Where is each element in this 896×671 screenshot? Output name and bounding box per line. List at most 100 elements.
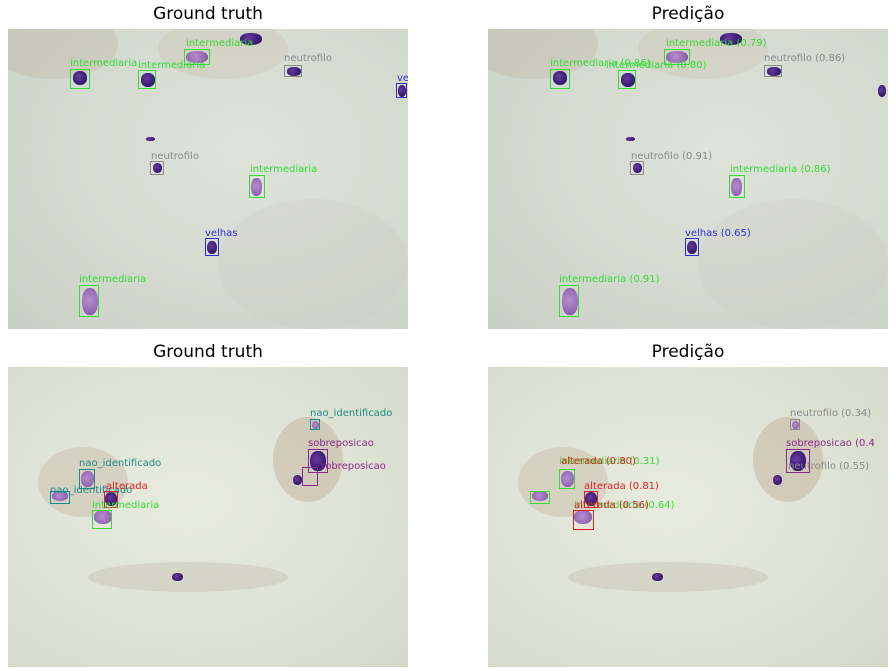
bbox-label: intermediaria (0.80)	[606, 60, 707, 71]
cell	[82, 288, 98, 315]
bbox-label: intermediaria (0.86)	[550, 58, 651, 69]
microscopy-image-bottom-right: neutrofilo (0.34) sobreposicao (0.4 neut…	[488, 367, 888, 667]
cell	[621, 73, 635, 87]
cell	[207, 241, 217, 254]
bbox-label: neutrofilo	[284, 53, 332, 64]
bbox-intermediaria	[664, 49, 690, 65]
cell	[293, 475, 302, 485]
cell	[172, 573, 183, 581]
bbox-label: intermediaria (0.31)	[559, 456, 660, 467]
panel-title-predicao-bottom: Predição	[651, 342, 725, 362]
microscopy-image-top-right: intermediaria (0.79) intermediaria (0.86…	[488, 29, 888, 329]
cell	[287, 67, 301, 76]
cell	[186, 51, 208, 63]
tissue-region	[88, 562, 288, 592]
bbox-intermediaria	[79, 285, 99, 317]
bbox-label: neutrofilo (0.34)	[790, 408, 872, 419]
bbox-velhas	[205, 238, 219, 256]
bbox-intermediaria	[559, 469, 575, 489]
bbox-label: sobreposicao (0.4	[786, 438, 875, 449]
cell	[767, 67, 781, 76]
bbox-label: alterada (0.81)	[584, 481, 659, 492]
bbox-intermediaria	[70, 69, 90, 89]
bbox-label: intermediaria	[138, 60, 206, 71]
bbox-intermediaria	[138, 70, 156, 89]
cell	[652, 573, 663, 581]
cell	[773, 475, 782, 485]
panel-title-predicao-top: Predição	[651, 4, 725, 24]
cell	[553, 71, 567, 85]
cell	[687, 241, 697, 254]
tissue-region	[158, 29, 288, 79]
bbox-intermediaria	[184, 49, 210, 65]
cell	[532, 491, 548, 501]
bbox-neutrofilo	[150, 161, 164, 175]
microscopy-image-top-left: intermediaria intermediaria intermediari…	[8, 29, 408, 329]
bbox-label: intermediaria	[70, 58, 138, 69]
cell	[790, 451, 806, 471]
bbox-alterada	[104, 491, 118, 508]
bbox-label: alterada	[106, 481, 148, 492]
bbox-label: alterada (0.80)	[561, 456, 636, 467]
tissue-region	[638, 29, 768, 79]
cell	[312, 421, 319, 429]
cell	[141, 73, 155, 87]
bbox-label: alterada (0.56)	[574, 500, 649, 511]
cell	[666, 51, 688, 63]
bbox-label: velhas (0.65)	[685, 228, 751, 239]
bbox-label: neutrofilo (0.91)	[631, 151, 713, 162]
bbox-intermediaria	[729, 175, 745, 198]
bbox-neutrofilo	[790, 419, 800, 430]
bbox-intermediaria	[618, 70, 636, 89]
cell	[574, 510, 592, 524]
cell	[562, 288, 578, 315]
bbox-label: sobreposicao	[320, 461, 386, 472]
bbox-sobreposicao	[302, 467, 318, 486]
bbox-nao-identificado	[310, 419, 320, 430]
cell	[878, 85, 886, 97]
cell	[626, 137, 635, 141]
bbox-neutrofilo	[764, 65, 782, 77]
bbox-nao-identificado	[79, 469, 95, 489]
panel-title-ground-truth-top: Ground truth	[153, 4, 263, 24]
bbox-label: intermediaria (0.86)	[730, 164, 831, 175]
tissue-region	[568, 562, 768, 592]
cell	[561, 471, 574, 487]
bbox-label: intermediaria	[250, 164, 318, 175]
cell	[105, 492, 117, 506]
bbox-label: neutrofilo (0.55)	[788, 461, 870, 472]
bbox-label: intermediaria	[92, 500, 160, 511]
bbox-label: intermediaria	[186, 38, 254, 49]
cell	[585, 492, 597, 506]
bbox-label: intermediaria (0.64)	[574, 500, 675, 511]
bbox-nao-identificado	[50, 491, 70, 504]
bbox-neutrofilo	[284, 65, 302, 77]
bbox-label: neutrofilo	[151, 151, 199, 162]
bbox-velhas	[396, 83, 407, 98]
panel-title-ground-truth-bottom: Ground truth	[153, 342, 263, 362]
cell	[52, 491, 68, 501]
bbox-velhas	[685, 238, 699, 256]
bbox-label: intermediaria	[79, 274, 147, 285]
bbox-label: intermediaria (0.91)	[559, 274, 660, 285]
tissue-region	[698, 199, 888, 329]
bbox-intermediaria	[249, 175, 265, 198]
bbox-sobreposicao	[308, 449, 328, 473]
bbox-intermediaria	[559, 285, 579, 317]
cell	[398, 85, 406, 97]
bbox-label: nao_identificado	[310, 408, 393, 419]
bbox-label: sobreposicao	[308, 438, 374, 449]
bbox-label: nao_identificado	[50, 485, 133, 496]
bbox-intermediaria	[92, 510, 112, 529]
cell	[73, 71, 87, 85]
bbox-label: velhas	[205, 228, 238, 239]
tissue-region	[8, 29, 118, 79]
cell	[146, 137, 155, 141]
cell	[310, 451, 326, 471]
cell	[251, 178, 262, 196]
bbox-intermediaria	[530, 491, 550, 504]
tissue-region	[488, 29, 598, 79]
cell	[731, 178, 742, 196]
cell	[153, 163, 162, 173]
microscopy-image-bottom-left: nao_identificado sobreposicao sobreposic…	[8, 367, 408, 667]
